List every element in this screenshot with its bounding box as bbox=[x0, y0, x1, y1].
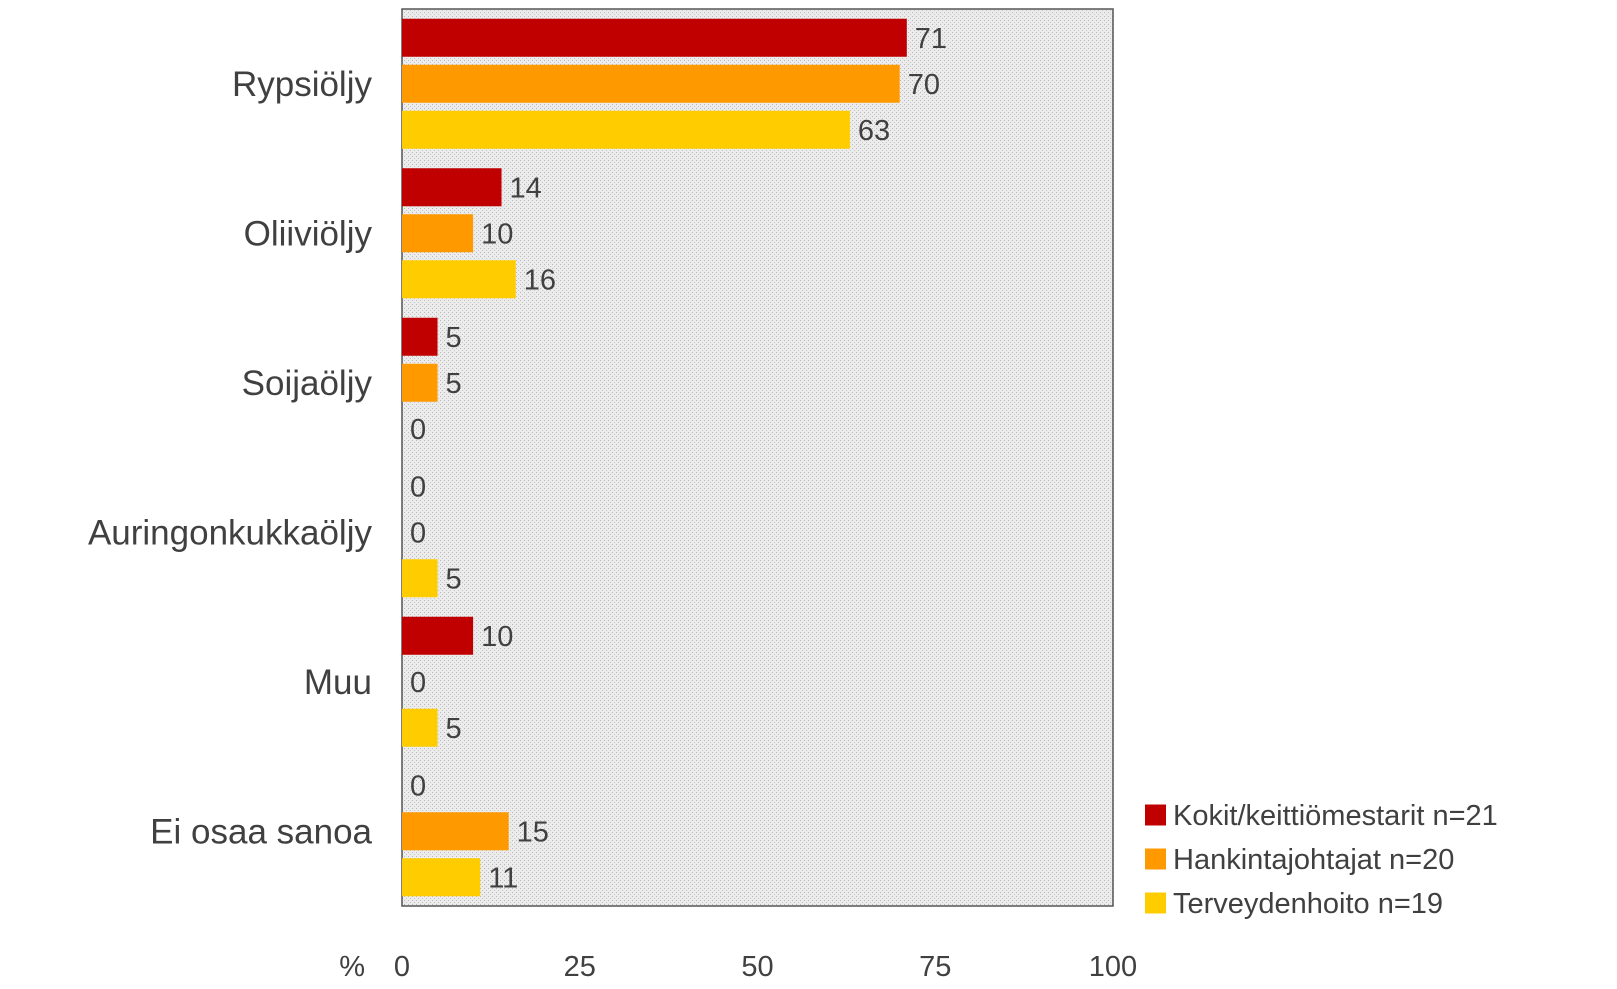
bar bbox=[402, 214, 474, 253]
bar bbox=[402, 168, 502, 207]
legend-swatch bbox=[1145, 892, 1166, 914]
legend-label: Kokit/keittiömestarit n=21 bbox=[1173, 800, 1498, 832]
data-label: 15 bbox=[517, 816, 549, 848]
legend-swatch bbox=[1145, 804, 1166, 826]
category-label: Oliiviöljy bbox=[244, 214, 373, 253]
legend-swatch bbox=[1145, 848, 1166, 870]
bar bbox=[402, 812, 509, 851]
data-label: 10 bbox=[481, 218, 513, 250]
x-tick-label: 25 bbox=[564, 951, 596, 983]
x-tick-label: 100 bbox=[1089, 951, 1137, 983]
x-tick-label: 50 bbox=[741, 951, 773, 983]
category-label: Soijaöljy bbox=[242, 364, 373, 403]
x-axis-label: % bbox=[339, 951, 365, 983]
bar bbox=[402, 260, 516, 299]
bar bbox=[402, 708, 438, 747]
data-label: 5 bbox=[446, 368, 462, 400]
data-label: 5 bbox=[446, 713, 462, 745]
data-label: 0 bbox=[410, 414, 426, 446]
category-label: Ei osaa sanoa bbox=[150, 812, 372, 851]
data-label: 11 bbox=[488, 862, 518, 894]
data-label: 10 bbox=[481, 621, 513, 653]
legend-label: Hankintajohtajat n=20 bbox=[1173, 844, 1454, 876]
plot-area bbox=[401, 8, 1114, 907]
data-label: 14 bbox=[510, 172, 542, 204]
bar bbox=[402, 110, 850, 149]
bar bbox=[402, 363, 438, 402]
data-label: 5 bbox=[446, 322, 462, 354]
data-label: 0 bbox=[410, 471, 426, 503]
data-label: 70 bbox=[908, 69, 940, 101]
data-label: 0 bbox=[410, 667, 426, 699]
bar bbox=[402, 616, 474, 655]
bar bbox=[402, 18, 907, 57]
x-tick-label: 0 bbox=[394, 951, 410, 983]
legend-label: Terveydenhoito n=19 bbox=[1173, 888, 1443, 920]
bar bbox=[402, 858, 481, 897]
data-label: 63 bbox=[858, 115, 890, 147]
category-label: Muu bbox=[304, 663, 372, 702]
data-label: 5 bbox=[446, 563, 462, 595]
category-label: Rypsiöljy bbox=[232, 65, 373, 104]
category-label: Auringonkukkaöljy bbox=[88, 513, 373, 552]
data-label: 16 bbox=[524, 264, 556, 296]
bar bbox=[402, 317, 438, 356]
bar bbox=[402, 64, 900, 103]
x-tick-label: 75 bbox=[919, 951, 951, 983]
bar bbox=[402, 559, 438, 598]
data-label: 0 bbox=[410, 517, 426, 549]
data-label: 0 bbox=[410, 770, 426, 802]
data-label: 71 bbox=[915, 23, 947, 55]
